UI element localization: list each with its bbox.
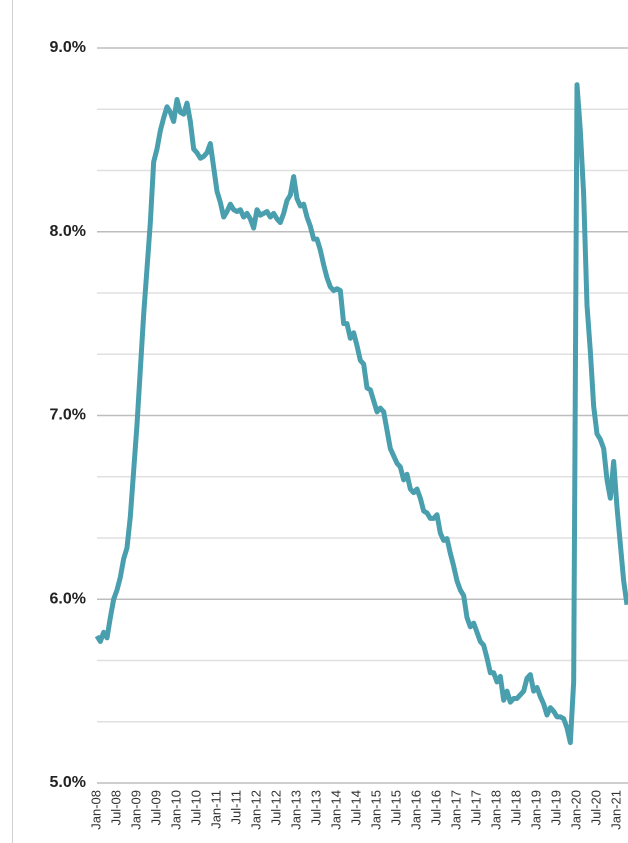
x-tick-label: Jan-10 — [168, 790, 183, 830]
x-tick-label: Jan-13 — [288, 790, 303, 830]
x-tick-label: Jul-13 — [308, 790, 323, 825]
y-tick-label: 6.0% — [50, 590, 86, 607]
x-tick-label: Jul-19 — [548, 790, 563, 825]
y-tick-label: 8.0% — [50, 223, 86, 240]
x-tick-label: Jul-15 — [388, 790, 403, 825]
x-tick-label: Jul-14 — [348, 790, 363, 825]
x-tick-label: Jan-11 — [208, 790, 223, 829]
x-tick-label: Jul-08 — [108, 790, 123, 825]
x-tick-label: Jan-21 — [608, 790, 623, 830]
x-tick-label: Jan-12 — [248, 790, 263, 830]
x-tick-label: Jul-11 — [228, 790, 243, 824]
x-tick-label: Jan-08 — [88, 790, 103, 830]
x-tick-label: Jan-15 — [368, 790, 383, 830]
x-tick-label: Jul-17 — [468, 790, 483, 825]
y-tick-label: 7.0% — [50, 407, 86, 424]
x-tick-label: Jul-18 — [508, 790, 523, 825]
x-tick-label: Jan-17 — [448, 790, 463, 830]
x-tick-label: Jan-14 — [328, 790, 343, 830]
x-tick-label: Jan-19 — [528, 790, 543, 830]
x-tick-label: Jan-09 — [128, 790, 143, 830]
x-tick-label: Jan-20 — [568, 790, 583, 830]
x-tick-label: Jul-12 — [268, 790, 283, 825]
y-tick-label: 5.0% — [50, 774, 86, 791]
y-tick-label: 9.0% — [50, 39, 86, 56]
x-tick-label: Jan-18 — [488, 790, 503, 830]
data-line — [94, 82, 628, 746]
x-tick-label: Jul-09 — [148, 790, 163, 825]
x-tick-label: Jul-16 — [428, 790, 443, 825]
x-tick-label: Jul-20 — [588, 790, 603, 825]
x-tick-label: Jul-10 — [188, 790, 203, 825]
x-tick-label: Jan-16 — [408, 790, 423, 830]
